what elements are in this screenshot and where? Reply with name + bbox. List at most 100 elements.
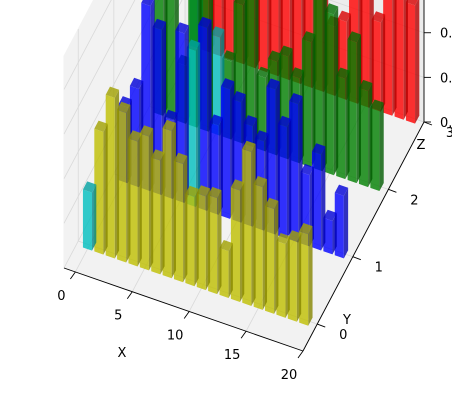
bar-top-face <box>233 0 246 6</box>
z-tick-label: 0.0 <box>440 116 452 131</box>
bar-side-face <box>369 0 374 108</box>
bar <box>82 181 97 251</box>
bar-front-face <box>162 127 172 279</box>
bar-front-face <box>165 0 175 120</box>
bar-top-face <box>289 92 303 105</box>
bar-top-face <box>117 101 131 113</box>
axis-lines <box>63 0 433 359</box>
bar-front-face <box>287 238 297 322</box>
bar-front-face <box>139 133 149 271</box>
bar-side-face <box>308 226 313 326</box>
bar-top-face <box>175 22 189 34</box>
bar-front-face <box>336 75 346 180</box>
bar-side-face <box>195 42 201 207</box>
bar-front-face <box>299 231 309 326</box>
bar-top-face <box>324 3 339 15</box>
y-axis-line <box>302 121 425 352</box>
bar-top-face <box>358 79 373 92</box>
bar-side-face <box>207 19 212 211</box>
bar-front-face <box>383 0 393 116</box>
bar-top-face <box>151 149 165 161</box>
bar-front-face <box>219 248 229 299</box>
bar-top-face <box>209 114 223 126</box>
bar-side-face <box>368 83 373 188</box>
bar-top-face <box>219 239 233 252</box>
bar-side-face <box>379 102 384 192</box>
bar-front-face <box>358 87 369 188</box>
bar-top-face <box>242 140 256 152</box>
bar-side-face <box>275 81 280 235</box>
bar-front-face <box>324 11 334 176</box>
bar-top-face <box>129 77 144 90</box>
bar-front-face <box>253 184 263 310</box>
bar-front-face <box>277 123 287 239</box>
bar-side-face <box>114 89 120 259</box>
bar <box>196 185 211 291</box>
bar <box>265 197 279 314</box>
bar <box>311 143 326 251</box>
bar-front-face <box>245 0 255 148</box>
bar-side-face <box>137 133 142 267</box>
bar-top-face <box>208 186 222 199</box>
bar-side-face <box>228 243 233 299</box>
y-tick-label: 0 <box>339 328 347 343</box>
bar-side-face <box>171 122 176 279</box>
bar-side-face <box>92 184 97 251</box>
x-tick-label: 5 <box>114 309 122 324</box>
bar <box>334 184 349 259</box>
bar-top-face <box>196 185 211 197</box>
bar-front-face <box>230 187 240 303</box>
x-tick <box>70 271 76 280</box>
x-tick-label: 0 <box>57 289 65 304</box>
bar-front-face <box>151 157 161 275</box>
bar <box>117 101 131 263</box>
bar-side-face <box>183 155 188 283</box>
bar <box>242 140 256 306</box>
bar-top-face <box>128 130 142 142</box>
bar <box>360 0 374 108</box>
bar <box>347 31 361 184</box>
bar <box>287 230 302 322</box>
bar-top-face <box>230 179 245 191</box>
bar-top-face <box>370 99 384 111</box>
bar-top-face <box>276 232 290 245</box>
bar <box>173 152 188 283</box>
bar-top-face <box>105 86 120 98</box>
bar-side-face <box>194 188 199 287</box>
bar <box>323 209 337 255</box>
bar-top-face <box>220 78 235 90</box>
bar-side-face <box>380 14 386 112</box>
bar-side-face <box>345 70 350 180</box>
x-tick <box>240 330 247 339</box>
y-tick <box>352 256 361 261</box>
bar-side-face <box>356 34 361 184</box>
bar-side-face <box>126 104 131 263</box>
bar <box>370 99 384 192</box>
bar-front-face <box>405 2 416 124</box>
z-gridline <box>63 0 112 90</box>
x-tick-label: 10 <box>167 328 184 343</box>
x-tick <box>126 291 133 299</box>
bar-top-face <box>255 130 269 142</box>
bar-top-face <box>173 152 188 164</box>
x-tick-label: 20 <box>281 368 298 383</box>
bar <box>394 0 408 120</box>
bar-front-face <box>334 192 344 259</box>
bar <box>336 67 350 180</box>
bar <box>162 119 176 279</box>
x-tick <box>183 311 190 319</box>
bar-front-face <box>105 94 115 259</box>
y-tick-label: 3 <box>446 126 452 141</box>
bar-front-face <box>173 160 184 283</box>
bar-side-face <box>321 146 326 251</box>
bar-side-face <box>160 152 165 275</box>
bar-side-face <box>205 188 211 291</box>
bar-top-face <box>334 184 349 196</box>
z-axis-label: Z <box>417 138 426 153</box>
bar <box>324 3 339 176</box>
bar-top-face <box>256 66 270 78</box>
bar <box>208 186 222 295</box>
bar-top-face <box>347 31 361 43</box>
z-tick-label: 0.4 <box>440 27 452 42</box>
